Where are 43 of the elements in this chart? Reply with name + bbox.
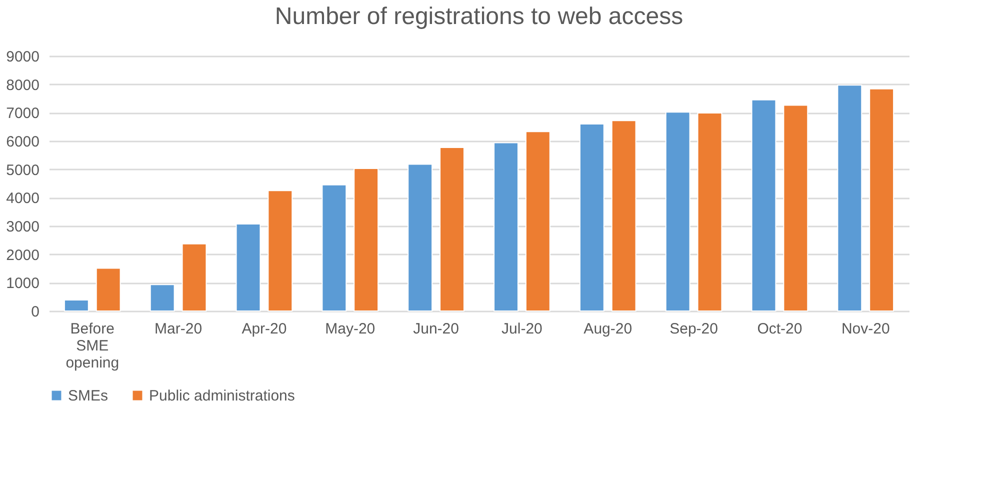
bar — [182, 243, 207, 312]
bar — [751, 99, 776, 312]
x-tick-label: Jul-20 — [502, 320, 542, 338]
x-tick-label: Sep-20 — [670, 320, 718, 338]
bar — [96, 268, 121, 312]
bar — [268, 190, 293, 312]
x-tick-label: Jun-20 — [413, 320, 459, 338]
bar — [322, 184, 347, 312]
y-tick-label: 4000 — [6, 190, 40, 208]
bar — [408, 164, 433, 312]
bar — [440, 147, 464, 312]
bar — [837, 84, 862, 312]
bar — [150, 284, 175, 312]
y-tick-label: 9000 — [6, 48, 40, 66]
x-tick-label: Before SME opening — [66, 320, 120, 372]
y-tick-label: 0 — [31, 304, 40, 320]
chart-title: Number of registrations to web access — [274, 3, 684, 30]
bar — [783, 104, 808, 312]
x-tick-label: Aug-20 — [584, 320, 632, 338]
y-tick-label: 6000 — [6, 134, 40, 150]
y-tick-label: 2000 — [6, 246, 40, 264]
bar — [494, 142, 518, 312]
bar — [611, 120, 636, 312]
x-tick-label: Apr-20 — [242, 320, 287, 338]
y-tick-label: 7000 — [6, 105, 40, 122]
x-tick-label: Nov-20 — [841, 320, 890, 338]
x-tick-label: Mar-20 — [154, 320, 202, 338]
x-tick-label: May-20 — [325, 320, 376, 338]
x-tick-label: Oct-20 — [757, 320, 802, 338]
y-tick-label: 8000 — [6, 76, 40, 94]
bar — [869, 88, 894, 312]
bar — [665, 112, 690, 312]
y-tick-label: 3000 — [6, 218, 40, 236]
legend-label: Public administrations — [149, 388, 295, 405]
bar — [525, 131, 550, 312]
bar — [64, 299, 89, 312]
y-tick-label: 1000 — [6, 275, 40, 292]
bar — [579, 124, 604, 312]
legend-label: SMEs — [68, 388, 108, 405]
bar — [354, 168, 379, 312]
y-tick-label: 5000 — [6, 162, 40, 179]
bar — [697, 112, 722, 312]
bar — [236, 224, 261, 312]
